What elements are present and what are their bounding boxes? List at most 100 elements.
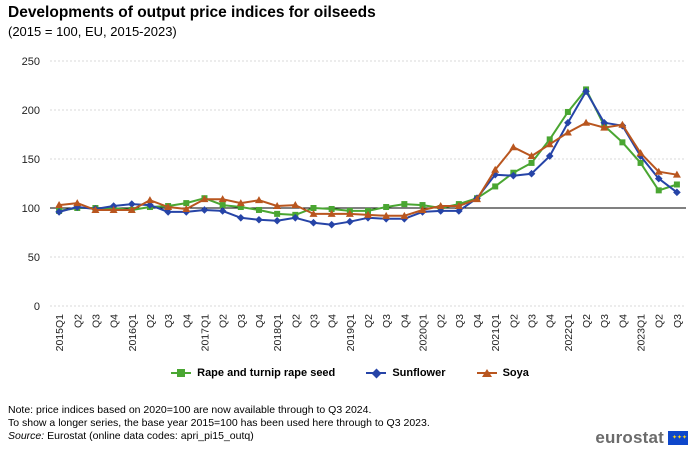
square-marker-icon	[171, 368, 192, 378]
x-tick-label: Q4	[254, 314, 266, 328]
note-line-1: Note: price indices based on 2020=100 ar…	[8, 404, 372, 416]
data-point	[545, 140, 554, 148]
x-tick-label: Q2	[363, 314, 375, 328]
x-tick-label: Q2	[145, 314, 157, 328]
y-tick-label: 0	[34, 301, 40, 313]
x-tick-label: Q4	[472, 314, 484, 328]
data-point	[582, 87, 590, 96]
data-point	[200, 195, 209, 203]
source-line: Source: Eurostat (online data codes: apr…	[8, 430, 430, 443]
x-tick-label: Q4	[109, 314, 121, 328]
x-tick-label: 2017Q1	[199, 314, 211, 352]
data-point	[509, 171, 518, 180]
data-point	[491, 165, 500, 173]
legend-item-sunflower: Sunflower	[366, 367, 446, 379]
x-tick-label: 2018Q1	[272, 314, 284, 352]
triangle-marker-icon	[476, 368, 497, 378]
data-point	[528, 159, 535, 166]
series-line	[58, 88, 678, 216]
eu-flag-icon: ✦✦✦	[668, 431, 688, 445]
x-tick-label: Q2	[654, 314, 666, 328]
data-point	[563, 128, 572, 136]
data-point	[164, 203, 173, 211]
x-tick-label: Q3	[308, 314, 320, 328]
source-label: Source:	[8, 430, 45, 442]
data-point	[436, 202, 445, 210]
data-point	[527, 152, 536, 160]
data-point	[564, 108, 571, 115]
x-tick-label: Q3	[672, 314, 684, 328]
x-tick-label: Q4	[545, 314, 557, 328]
legend-label-rape: Rape and turnip rape seed	[197, 367, 336, 379]
data-point	[109, 205, 118, 213]
legend-item-soya: Soya	[476, 367, 529, 379]
x-tick-label: 2020Q1	[418, 314, 430, 352]
data-point	[364, 210, 372, 218]
data-point	[492, 183, 499, 190]
data-point	[255, 206, 262, 213]
data-point	[291, 214, 300, 222]
data-point	[382, 211, 391, 219]
x-tick-label: 2021Q1	[490, 314, 502, 352]
data-point	[672, 170, 681, 178]
data-point	[73, 203, 82, 211]
data-point	[218, 207, 227, 215]
data-point	[91, 205, 100, 213]
logo-text: eurostat	[595, 428, 664, 447]
data-point	[600, 118, 609, 127]
x-tick-label: Q4	[399, 314, 411, 328]
data-point	[527, 169, 536, 178]
chart-legend: Rape and turnip rape seed Sunflower Soya	[0, 367, 700, 381]
data-point	[418, 205, 427, 213]
data-point	[55, 201, 64, 209]
x-tick-label: Q4	[181, 314, 193, 328]
legend-item-rape: Rape and turnip rape seed	[171, 367, 335, 379]
data-point	[237, 204, 244, 211]
x-tick-label: Q2	[290, 314, 302, 328]
chart-subtitle: (2015 = 100, EU, 2015-2023)	[8, 24, 177, 39]
y-tick-label: 250	[22, 56, 40, 68]
data-point	[236, 199, 245, 207]
data-point	[291, 201, 300, 209]
data-point	[274, 210, 281, 217]
data-point	[401, 201, 408, 208]
data-point	[327, 220, 336, 229]
x-tick-label: 2016Q1	[127, 314, 139, 352]
data-point	[600, 123, 609, 131]
data-point	[654, 174, 663, 183]
data-point	[200, 206, 209, 214]
x-tick-label: Q2	[72, 314, 84, 328]
eurostat-logo: eurostat ✦✦✦	[595, 428, 688, 448]
data-point	[219, 202, 226, 209]
chart-notes: Note: price indices based on 2020=100 ar…	[8, 404, 430, 443]
legend-label-sunflower: Sunflower	[392, 367, 446, 379]
x-tick-label: Q3	[599, 314, 611, 328]
x-tick-label: Q4	[327, 314, 339, 328]
x-tick-label: Q2	[581, 314, 593, 328]
data-point	[673, 181, 680, 188]
data-point	[454, 202, 463, 210]
data-point	[327, 209, 336, 217]
data-point	[383, 204, 390, 211]
data-point	[564, 118, 572, 127]
data-point	[419, 202, 426, 209]
x-tick-label: Q3	[454, 314, 466, 328]
data-point	[182, 204, 191, 212]
data-point	[637, 159, 644, 166]
data-point	[546, 136, 553, 143]
data-point	[145, 196, 154, 204]
x-tick-label: 2015Q1	[54, 314, 66, 352]
data-point	[655, 187, 662, 194]
data-point	[346, 217, 354, 226]
x-tick-label: 2022Q1	[563, 314, 575, 352]
data-point	[328, 205, 335, 212]
legend-label-soya: Soya	[502, 367, 529, 379]
data-point	[673, 188, 681, 197]
x-tick-label: Q2	[436, 314, 448, 328]
y-tick-label: 100	[22, 203, 40, 215]
x-tick-label: Q3	[163, 314, 175, 328]
data-point	[509, 143, 518, 151]
x-tick-label: Q3	[527, 314, 539, 328]
data-point	[273, 202, 282, 210]
chart-title: Developments of output price indices for…	[8, 4, 376, 21]
